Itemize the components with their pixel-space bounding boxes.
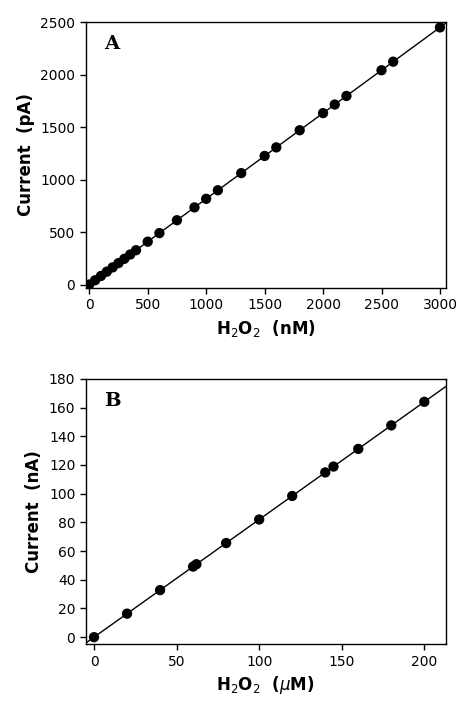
Point [91,275,99,286]
Point [191,202,198,213]
Point [237,168,245,179]
Point [330,461,337,472]
Point [156,585,164,596]
Point [97,270,105,282]
Point [109,262,117,273]
Point [436,21,444,33]
Point [321,467,329,478]
Point [319,108,327,119]
Point [202,193,210,205]
Point [355,443,362,455]
Point [155,227,163,239]
Point [173,215,181,226]
Point [288,491,296,502]
Point [255,514,263,525]
Point [390,56,397,68]
Point [273,142,280,153]
Y-axis label: Current  (nA): Current (nA) [25,450,43,573]
Point [127,249,134,260]
Point [123,608,131,620]
Point [388,420,395,431]
Point [261,150,268,162]
Point [192,558,200,570]
Point [115,257,122,269]
Point [343,91,350,102]
Point [189,561,197,573]
Text: B: B [104,392,120,410]
X-axis label: H$_2$O$_2$  ($\mu$M): H$_2$O$_2$ ($\mu$M) [217,674,315,697]
Point [132,245,140,256]
Point [90,632,98,643]
Point [85,279,93,290]
Point [378,65,385,76]
Point [222,538,230,549]
Point [144,236,152,247]
Point [296,125,303,136]
Point [103,266,110,277]
Y-axis label: Current  (pA): Current (pA) [17,93,35,216]
Point [214,185,222,196]
X-axis label: H$_2$O$_2$  (nM): H$_2$O$_2$ (nM) [216,317,316,339]
Text: A: A [104,36,119,53]
Point [420,396,428,408]
Point [331,99,338,111]
Point [120,253,128,265]
